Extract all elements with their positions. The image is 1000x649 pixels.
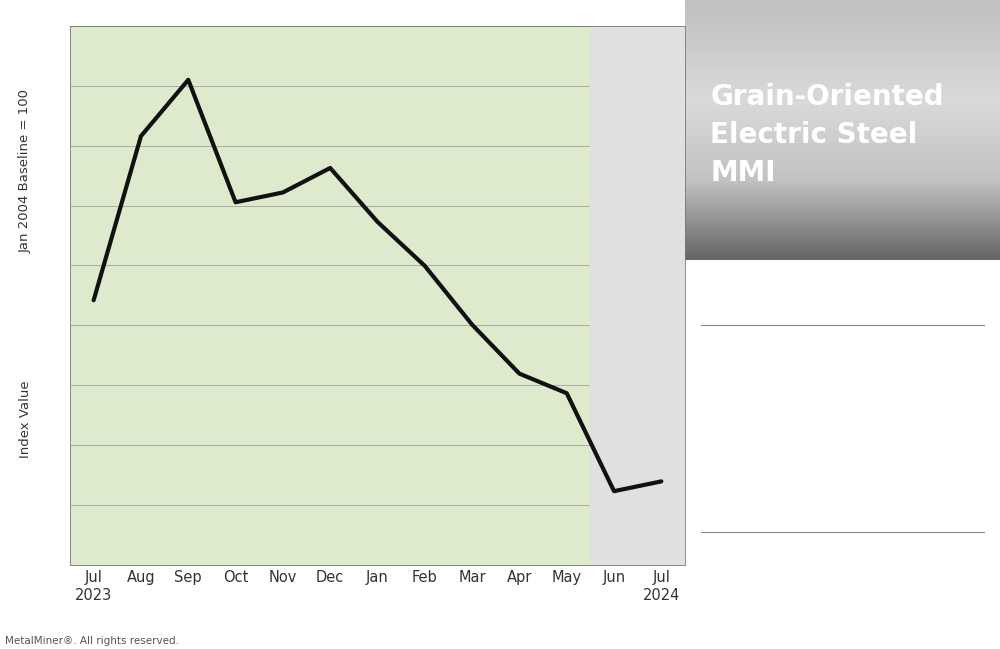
Bar [685,132,1000,136]
Bar [685,201,1000,204]
FancyArrow shape [712,376,765,493]
Bar [685,188,1000,191]
Bar [685,139,1000,143]
Bar [685,194,1000,198]
Bar [685,71,1000,75]
Bar [685,217,1000,221]
Bar [685,32,1000,36]
Bar [685,97,1000,101]
Bar [685,184,1000,188]
Bar [685,207,1000,211]
Bar [685,165,1000,169]
Bar [685,168,1000,172]
Bar [685,22,1000,26]
Bar [685,45,1000,49]
Bar [685,249,1000,253]
Bar [685,223,1000,227]
Bar [685,87,1000,91]
Bar [685,9,1000,13]
Bar [685,25,1000,29]
Bar [685,136,1000,140]
Bar [685,110,1000,114]
Bar [685,42,1000,45]
Bar [685,236,1000,240]
Bar [685,3,1000,6]
Bar [685,90,1000,94]
Bar [685,158,1000,162]
Bar [685,252,1000,256]
Bar [685,119,1000,123]
Bar [685,67,1000,71]
Bar [685,210,1000,214]
Bar [685,74,1000,78]
Bar [685,64,1000,68]
Bar [685,197,1000,201]
Bar [685,227,1000,230]
Text: Grain-Oriented
Electric Steel
MMI: Grain-Oriented Electric Steel MMI [710,83,944,187]
Bar [685,80,1000,84]
Bar [685,149,1000,153]
Text: MetalMiner®. All rights reserved.: MetalMiner®. All rights reserved. [5,636,179,646]
Bar [685,93,1000,97]
Bar [685,123,1000,127]
Bar [685,233,1000,237]
Bar [685,16,1000,19]
Text: Index Value: Index Value [19,380,32,458]
Bar [685,38,1000,42]
Bar [685,61,1000,65]
Bar [685,126,1000,130]
Bar [685,51,1000,55]
Bar [685,142,1000,146]
Bar [685,152,1000,156]
Bar [685,178,1000,182]
Bar [685,145,1000,149]
Bar [685,19,1000,23]
Bar [590,26,685,565]
Bar [685,84,1000,88]
Bar [685,239,1000,243]
Bar [685,243,1000,247]
Bar [685,103,1000,107]
Bar [685,35,1000,39]
Bar [685,29,1000,32]
Bar [685,162,1000,165]
Bar [685,246,1000,250]
Bar [685,77,1000,81]
Bar [685,0,1000,3]
Bar [685,191,1000,195]
Bar [685,181,1000,185]
Bar [685,6,1000,10]
Bar [685,155,1000,159]
Bar [685,220,1000,224]
Bar [685,106,1000,110]
Text: Jan 2004 Baseline = 100: Jan 2004 Baseline = 100 [18,90,32,253]
Bar [685,116,1000,120]
Bar [685,48,1000,52]
Bar [685,171,1000,175]
Text: June
to July,
Up 4.24%: June to July, Up 4.24% [817,397,919,473]
Bar [685,175,1000,178]
Bar [685,129,1000,133]
Bar [685,214,1000,217]
Bar [685,100,1000,104]
Bar [685,256,1000,260]
Bar [685,204,1000,208]
Bar [685,55,1000,58]
Bar [685,113,1000,117]
Bar [685,12,1000,16]
Bar [685,230,1000,234]
Bar [685,58,1000,62]
